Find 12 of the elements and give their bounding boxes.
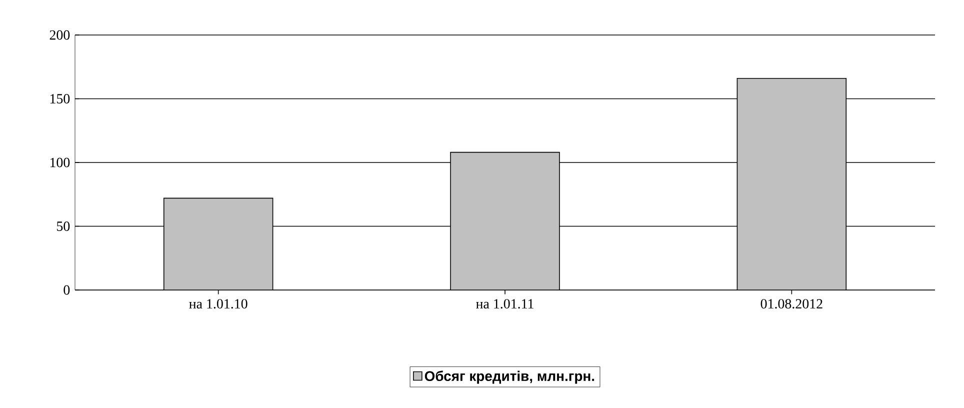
bar xyxy=(450,152,560,290)
x-tick-label: на 1.01.11 xyxy=(476,299,534,309)
x-tick-label: на 1.01.10 xyxy=(189,299,248,309)
x-tick-label: 01.08.2012 xyxy=(760,299,822,309)
y-tick-label: 50 xyxy=(57,222,70,231)
bar xyxy=(163,198,274,290)
bar xyxy=(736,78,847,290)
legend-label: Обсяг кредитів, млн.грн. xyxy=(424,370,594,384)
y-tick-label: 0 xyxy=(64,285,70,295)
y-tick-label: 150 xyxy=(50,94,70,104)
y-tick-label: 100 xyxy=(50,158,70,168)
y-tick-label: 200 xyxy=(50,30,70,40)
